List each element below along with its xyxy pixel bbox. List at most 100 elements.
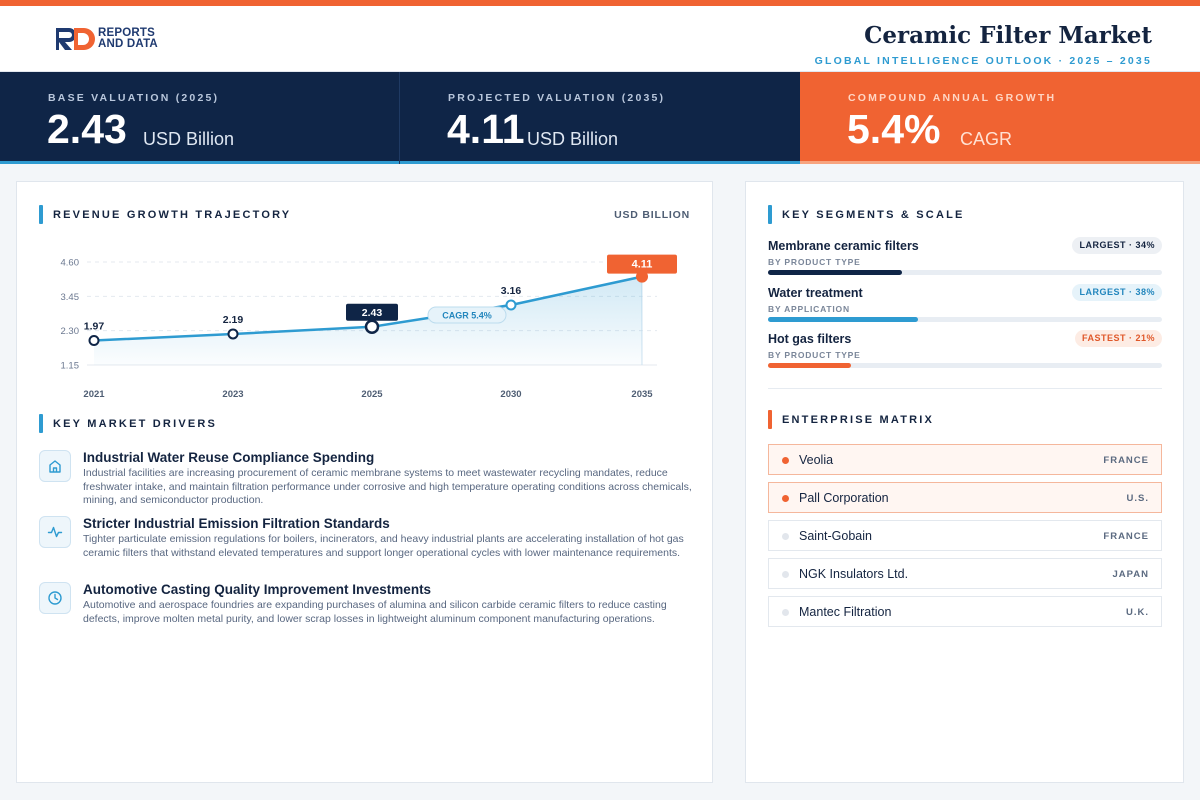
enterprise-country: FRANCE <box>1103 531 1149 542</box>
enterprise-name: NGK Insulators Ltd. <box>799 567 909 581</box>
segment-bar-track <box>768 363 1162 368</box>
brand-line-2: AND DATA <box>98 38 158 50</box>
segment-item: Water treatment BY APPLICATION LARGEST ·… <box>768 284 1162 330</box>
brand-logo[interactable]: REPORTS AND DATA <box>54 26 158 52</box>
segment-name: Hot gas filters <box>768 332 852 346</box>
series-area <box>94 276 642 365</box>
enterprise-name: Mantec Filtration <box>799 605 892 619</box>
enterprise-title: ENTERPRISE MATRIX <box>768 410 934 429</box>
enterprise-row[interactable]: Pall Corporation U.S. <box>768 482 1162 513</box>
data-label: 3.16 <box>501 285 522 297</box>
y-tick-label: 4.60 <box>61 258 80 269</box>
data-point <box>88 335 100 347</box>
enterprise-row[interactable]: NGK Insulators Ltd. JAPAN <box>768 558 1162 589</box>
kpi-projected-valuation: PROJECTED VALUATION (2035) 4.11 USD Bill… <box>399 72 800 164</box>
enterprise-name: Veolia <box>799 453 834 467</box>
data-point <box>227 328 239 340</box>
driver-description: Industrial facilities are increasing pro… <box>83 467 692 506</box>
revenue-chart: 4.60 3.45 2.30 1.15 CAGR 5.4% 1.97 2.19 2.43 3.1… <box>61 254 677 400</box>
driver-title: Automotive Casting Quality Improvement I… <box>83 582 432 597</box>
segment-category: BY PRODUCT TYPE <box>768 257 861 267</box>
enterprise-country: U.K. <box>1126 607 1149 618</box>
status-dot-icon <box>782 609 789 616</box>
x-tick-label: 2035 <box>631 389 653 400</box>
segment-category: BY PRODUCT TYPE <box>768 350 861 360</box>
kpi-value: 4.11 <box>447 106 525 152</box>
data-point <box>505 299 517 311</box>
driver-item: Industrial Water Reuse Compliance Spendi… <box>39 450 692 512</box>
kpi-base-valuation: BASE VALUATION (2025) 2.43 USD Billion <box>0 72 399 164</box>
segment-category: BY APPLICATION <box>768 304 850 314</box>
top-accent-bar <box>0 0 1200 6</box>
kpi-value: 2.43 <box>47 106 127 152</box>
trajectory-title: REVENUE GROWTH TRAJECTORY <box>39 205 291 224</box>
enterprise-name: Pall Corporation <box>799 491 889 505</box>
segment-badge: FASTEST · 21% <box>1074 330 1162 347</box>
segment-bar-track <box>768 317 1162 322</box>
cagr-annotation-pill <box>427 306 507 324</box>
data-point <box>364 319 380 335</box>
segment-bar-fill <box>768 363 851 368</box>
brand-name: REPORTS AND DATA <box>98 27 158 50</box>
factory-icon <box>39 450 71 482</box>
segment-badge: LARGEST · 34% <box>1072 237 1162 254</box>
driver-item: Stricter Industrial Emission Filtration … <box>39 516 689 578</box>
status-dot-icon <box>782 533 789 540</box>
kpi-value: 5.4% <box>847 106 941 152</box>
chart-units: USD BILLION <box>614 209 690 221</box>
segment-item: Membrane ceramic filters BY PRODUCT TYPE… <box>768 237 1162 283</box>
driver-description: Automotive and aerospace foundries are e… <box>83 599 667 625</box>
driver-description: Tighter particulate emission regulations… <box>83 533 684 559</box>
page-header: REPORTS AND DATA Ceramic Filter Market G… <box>0 6 1200 72</box>
pulse-icon <box>39 516 71 548</box>
enterprise-row[interactable]: Saint-Gobain FRANCE <box>768 520 1162 551</box>
kpi-cagr: COMPOUND ANNUAL GROWTH 5.4% CAGR <box>800 72 1200 164</box>
driver-title: Stricter Industrial Emission Filtration … <box>83 516 390 531</box>
segment-bar-track <box>768 270 1162 275</box>
kpi-label: BASE VALUATION (2025) <box>48 92 220 104</box>
section-divider <box>768 388 1162 389</box>
segment-name: Water treatment <box>768 286 863 300</box>
kpi-accent <box>800 161 1200 164</box>
cagr-annotation: CAGR 5.4% <box>442 311 492 321</box>
brand-line-1: REPORTS <box>98 27 155 39</box>
kpi-label: PROJECTED VALUATION (2035) <box>448 92 666 104</box>
clock-icon <box>39 582 71 614</box>
segments-title: KEY SEGMENTS & SCALE <box>768 205 965 224</box>
kpi-unit: USD Billion <box>527 129 619 149</box>
driver-item: Automotive Casting Quality Improvement I… <box>39 582 689 632</box>
data-label: 2.43 <box>362 307 383 319</box>
trajectory-card: REVENUE GROWTH TRAJECTORY USD BILLION 4.… <box>16 181 713 783</box>
y-tick-label: 3.45 <box>61 292 80 303</box>
enterprise-country: JAPAN <box>1112 569 1149 580</box>
y-tick-label: 1.15 <box>61 361 80 372</box>
kpi-unit: CAGR <box>960 129 1013 149</box>
segments-card: KEY SEGMENTS & SCALE Membrane ceramic fi… <box>745 181 1184 783</box>
enterprise-country: U.S. <box>1126 493 1149 504</box>
kpi-label: COMPOUND ANNUAL GROWTH <box>848 92 1057 104</box>
kpi-accent <box>0 161 399 164</box>
enterprise-row[interactable]: Veolia FRANCE <box>768 444 1162 475</box>
data-label: 1.97 <box>84 321 105 333</box>
segment-name: Membrane ceramic filters <box>768 239 919 253</box>
enterprise-row[interactable]: Mantec Filtration U.K. <box>768 596 1162 627</box>
segment-badge: LARGEST · 38% <box>1072 284 1162 301</box>
status-dot-icon <box>782 495 789 502</box>
segment-bar-fill <box>768 270 902 275</box>
x-tick-label: 2030 <box>500 389 521 400</box>
projected-value-callout <box>607 254 677 274</box>
x-tick-label: 2025 <box>361 389 383 400</box>
base-value-callout <box>346 303 398 321</box>
status-dot-icon <box>782 457 789 464</box>
enterprise-country: FRANCE <box>1103 455 1149 466</box>
data-label: 2.19 <box>223 314 244 326</box>
x-tick-label: 2023 <box>222 389 243 400</box>
x-tick-label: 2021 <box>83 389 105 400</box>
page-subtitle: GLOBAL INTELLIGENCE OUTLOOK · 2025 – 203… <box>814 55 1152 67</box>
enterprise-name: Saint-Gobain <box>799 529 872 543</box>
status-dot-icon <box>782 571 789 578</box>
segment-bar-fill <box>768 317 918 322</box>
kpi-accent <box>400 161 800 164</box>
logo-mark-icon <box>54 26 96 52</box>
drivers-title: KEY MARKET DRIVERS <box>39 414 217 433</box>
